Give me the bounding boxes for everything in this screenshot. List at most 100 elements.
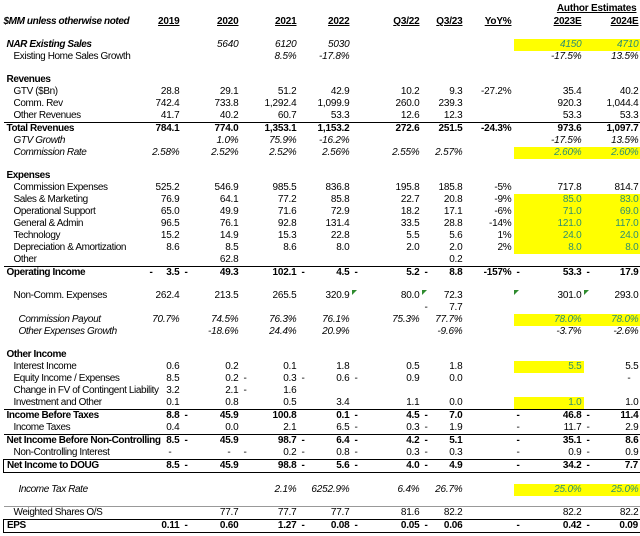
cell-q3-23-change-in-fv-of-contingent-liability: [422, 385, 465, 397]
cell-2023e-revenues: [514, 74, 584, 86]
accounting-minus: -: [301, 373, 305, 384]
cell-yoy-sales-marketing: -9%: [494, 194, 512, 205]
cell-2023e-gtv-growth: -17.5%: [551, 135, 582, 146]
row-label: Net Income to DOUG: [7, 460, 99, 471]
cell-q3-22-gtv-bn: 10.2: [400, 86, 420, 97]
negative-value: - 2.9: [584, 422, 639, 434]
cell-2021-change-in-fv-of-contingent-liability: - 1.6: [241, 385, 299, 397]
value: 4.5: [406, 410, 420, 421]
row-label-cell: Depreciation & Amortization: [4, 242, 147, 254]
cell-2020-income-taxes: 0.0: [225, 422, 239, 433]
author-estimates-cell: Author Estimates: [514, 2, 640, 15]
row-label-cell: Income Taxes: [4, 422, 147, 435]
accounting-minus: -: [354, 373, 358, 384]
row-label-cell: Technology: [4, 230, 147, 242]
spacer-cell: [4, 279, 640, 290]
cell-2022-revenues: [299, 74, 352, 86]
row-net-income-before-non-controlling: Net Income Before Non-Controlling 8.5-45.…: [3, 434, 640, 447]
negative-value: - 53.3: [514, 267, 582, 279]
negative-value: - 0.08: [299, 520, 350, 532]
cell-2021-blank: [241, 302, 299, 314]
cell-2024e-commission-payout: 78.0%: [583, 314, 640, 326]
spacer-row: [4, 496, 640, 507]
cell-2023e-depreciation-amortization: 8.0: [513, 242, 584, 254]
row-label: Sales & Marketing: [13, 194, 89, 205]
cell-2021-general-admin: 92.8: [277, 218, 297, 229]
value: 0.06: [443, 520, 463, 531]
cell-yoy-operating-income: -157%: [464, 266, 514, 279]
cell-2021-non-comm-expenses: 265.5: [272, 290, 297, 301]
accounting-minus: -: [516, 422, 520, 433]
cell-yoy-depreciation-amortization: 2%: [497, 242, 512, 253]
cell-q3-23-blank: - 7.7: [422, 302, 465, 314]
cell-2024e-income-before-taxes: - 11.4: [583, 409, 640, 422]
cell-2021-income-tax-rate: 2.1%: [274, 483, 297, 495]
cell-q3-23-other-income: [422, 349, 465, 361]
cell-q3-23-commission-rate: 2.57%: [435, 147, 463, 158]
negative-value: - 6.4: [299, 435, 350, 447]
value: 34.2: [562, 460, 582, 471]
cell-2024e-comm-rev: 1,044.4: [606, 98, 639, 109]
accounting-minus: -: [301, 435, 305, 446]
cell-2021-technology: 15.3: [277, 230, 297, 241]
cell-yoy-income-before-taxes: [464, 409, 514, 422]
value: 53.3: [562, 267, 582, 278]
cell-2019-nar-existing-sales: [147, 39, 182, 51]
value: 0.60: [219, 520, 239, 531]
value: 7.7: [449, 302, 463, 313]
row-label: Existing Home Sales Growth: [13, 51, 131, 62]
value: 1.9: [449, 422, 463, 433]
row-label-cell: [4, 302, 147, 314]
cell-2023e-other-income: [514, 349, 584, 361]
column-header-label: 2023E: [553, 16, 582, 27]
cell-yoy-technology: 1%: [497, 230, 512, 241]
cell-2022-existing-home-sales-growth: -17.8%: [319, 51, 350, 62]
zero-dash: -: [627, 373, 631, 384]
cell-2023e-income-tax-rate: 25.0%: [513, 483, 584, 496]
accounting-minus: -: [149, 267, 153, 278]
cell-2022-comm-rev: 1,099.9: [317, 98, 350, 109]
accounting-minus: -: [243, 385, 247, 396]
cell-q3-22-general-admin: 33.5: [400, 218, 420, 229]
column-header-label: Q3/23: [436, 16, 463, 27]
cell-2023e-net-income-before-non-controlling: - 35.1: [513, 434, 584, 447]
cell-yoy-investment-and-other: [465, 397, 514, 410]
accounting-minus: -: [516, 520, 520, 531]
cell-2022-general-admin: 131.4: [325, 218, 350, 229]
accounting-minus: -: [424, 435, 428, 446]
negative-value: - 45.9: [182, 410, 239, 422]
cell-2021-comm-rev: 1,292.4: [264, 98, 297, 109]
cell-2024e-blank: [584, 302, 640, 314]
accounting-minus: -: [586, 460, 590, 471]
spacer-row: [4, 279, 640, 290]
cell-2023e-investment-and-other: 1.0: [513, 397, 584, 410]
row-label: EPS: [7, 520, 26, 531]
cell-2024e-other-revenues: 53.3: [619, 110, 639, 121]
row-label-cell: Weighted Shares O/S: [3, 506, 147, 520]
negative-value: - 0.42: [514, 520, 582, 532]
cell-2020-gtv-growth: 1.0%: [216, 135, 239, 146]
cell-2020-depreciation-amortization: 8.5: [225, 242, 239, 253]
cell-2024e-other-expenses-growth: -2.6%: [613, 326, 639, 337]
negative-value: - 1.9: [422, 422, 463, 434]
cell-2019-depreciation-amortization: 8.6: [166, 242, 180, 253]
row-label-cell: Change in FV of Contingent Liability: [4, 385, 160, 397]
negative-value: - 45.9: [182, 460, 239, 472]
cell-2022-expenses: [299, 170, 352, 182]
accounting-minus: -: [354, 267, 358, 278]
cell-2019-blank: [147, 302, 182, 314]
column-header-yoy: YoY%: [465, 15, 514, 28]
negative-value: - 46.8: [514, 410, 582, 422]
cell-yoy-nar-existing-sales: [465, 39, 514, 51]
value: 0.3: [283, 373, 297, 384]
cell-2022-total-revenues: 1,153.2: [298, 122, 352, 135]
cell-2020-operational-support: 49.9: [219, 206, 239, 217]
cell-2023e-comm-rev: 920.3: [557, 98, 582, 109]
value: 8.8: [449, 267, 463, 278]
cell-yoy-commission-expenses: -5%: [494, 182, 512, 193]
row-change-in-fv-of-contingent-liability: Change in FV of Contingent Liability 3.2 2…: [4, 385, 640, 397]
cell-2024e-non-controlling-interest: - 0.9: [584, 447, 640, 460]
cell-2019-other: [147, 254, 182, 267]
cell-q3-22-operating-income: - 5.2: [351, 266, 422, 279]
row-existing-home-sales-growth: Existing Home Sales Growth 8.5% -17.8% -17.…: [4, 51, 640, 63]
